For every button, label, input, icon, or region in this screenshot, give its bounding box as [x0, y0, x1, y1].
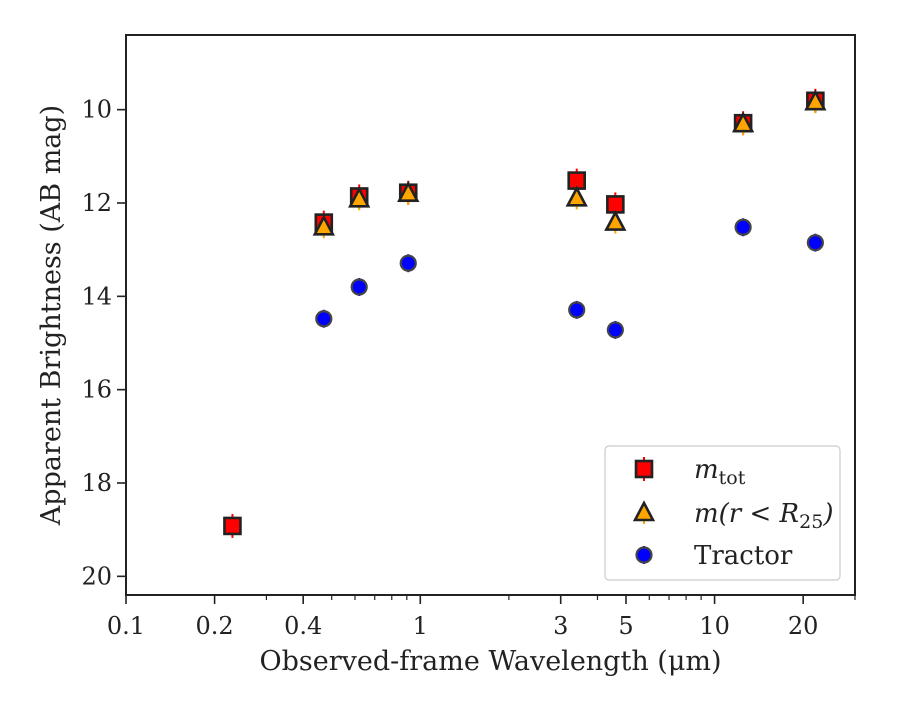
data-point-circle — [806, 234, 824, 252]
data-point-circle — [568, 301, 586, 319]
x-tick-label: 0.1 — [107, 612, 145, 640]
y-tick-label: 20 — [81, 562, 112, 590]
data-point-circle — [350, 278, 368, 296]
x-axis: 0.1 0.2 0.4 1 3 5 10 20 — [107, 595, 856, 640]
data-point-circle — [606, 321, 624, 339]
data-point-circle — [734, 218, 752, 236]
x-tick-label: 0.4 — [284, 612, 322, 640]
data-point-triangle — [604, 209, 627, 231]
y-tick-label: 16 — [81, 376, 112, 404]
data-point-triangle — [565, 185, 588, 207]
y-tick-label: 14 — [81, 282, 112, 310]
y-tick-label: 12 — [81, 189, 112, 217]
x-tick-label: 0.2 — [196, 612, 234, 640]
legend-label: Tractor — [694, 541, 793, 571]
y-tick-label: 18 — [81, 469, 112, 497]
data-point-triangle — [731, 111, 755, 133]
data-point-triangle — [397, 180, 420, 202]
legend-box — [604, 445, 841, 581]
x-axis-label: Observed-frame Wavelength (μm) — [259, 646, 721, 677]
y-axis: 10 12 14 16 18 20 — [81, 96, 126, 590]
data-point-triangle — [348, 186, 371, 208]
legend-label: m(r < R25) — [694, 499, 833, 533]
data-point-circle — [315, 310, 333, 328]
plot-frame — [125, 34, 856, 596]
series-circle — [315, 218, 824, 339]
data-point-circle — [399, 254, 417, 272]
legend-marker-circle — [635, 546, 653, 564]
x-tick-label: 5 — [618, 612, 633, 640]
data-point-triangle — [804, 89, 827, 111]
legend-label: mtot — [694, 455, 746, 489]
data-point-square — [223, 516, 242, 536]
data-point-triangle — [312, 214, 335, 236]
series-triangle — [312, 89, 827, 239]
x-tick-label: 10 — [699, 612, 730, 640]
y-axis-label: Apparent Brightness (AB mag) — [36, 105, 67, 526]
legend-marker-square — [634, 459, 654, 479]
x-tick-label: 3 — [553, 612, 568, 640]
legend-marker-triangle — [632, 500, 656, 522]
y-tick-label: 10 — [81, 96, 112, 124]
legend: mtot m(r < R25) Tractor — [604, 445, 841, 581]
x-tick-label: 20 — [788, 612, 819, 640]
marks-layer — [223, 88, 827, 538]
x-tick-label: 1 — [413, 612, 428, 640]
